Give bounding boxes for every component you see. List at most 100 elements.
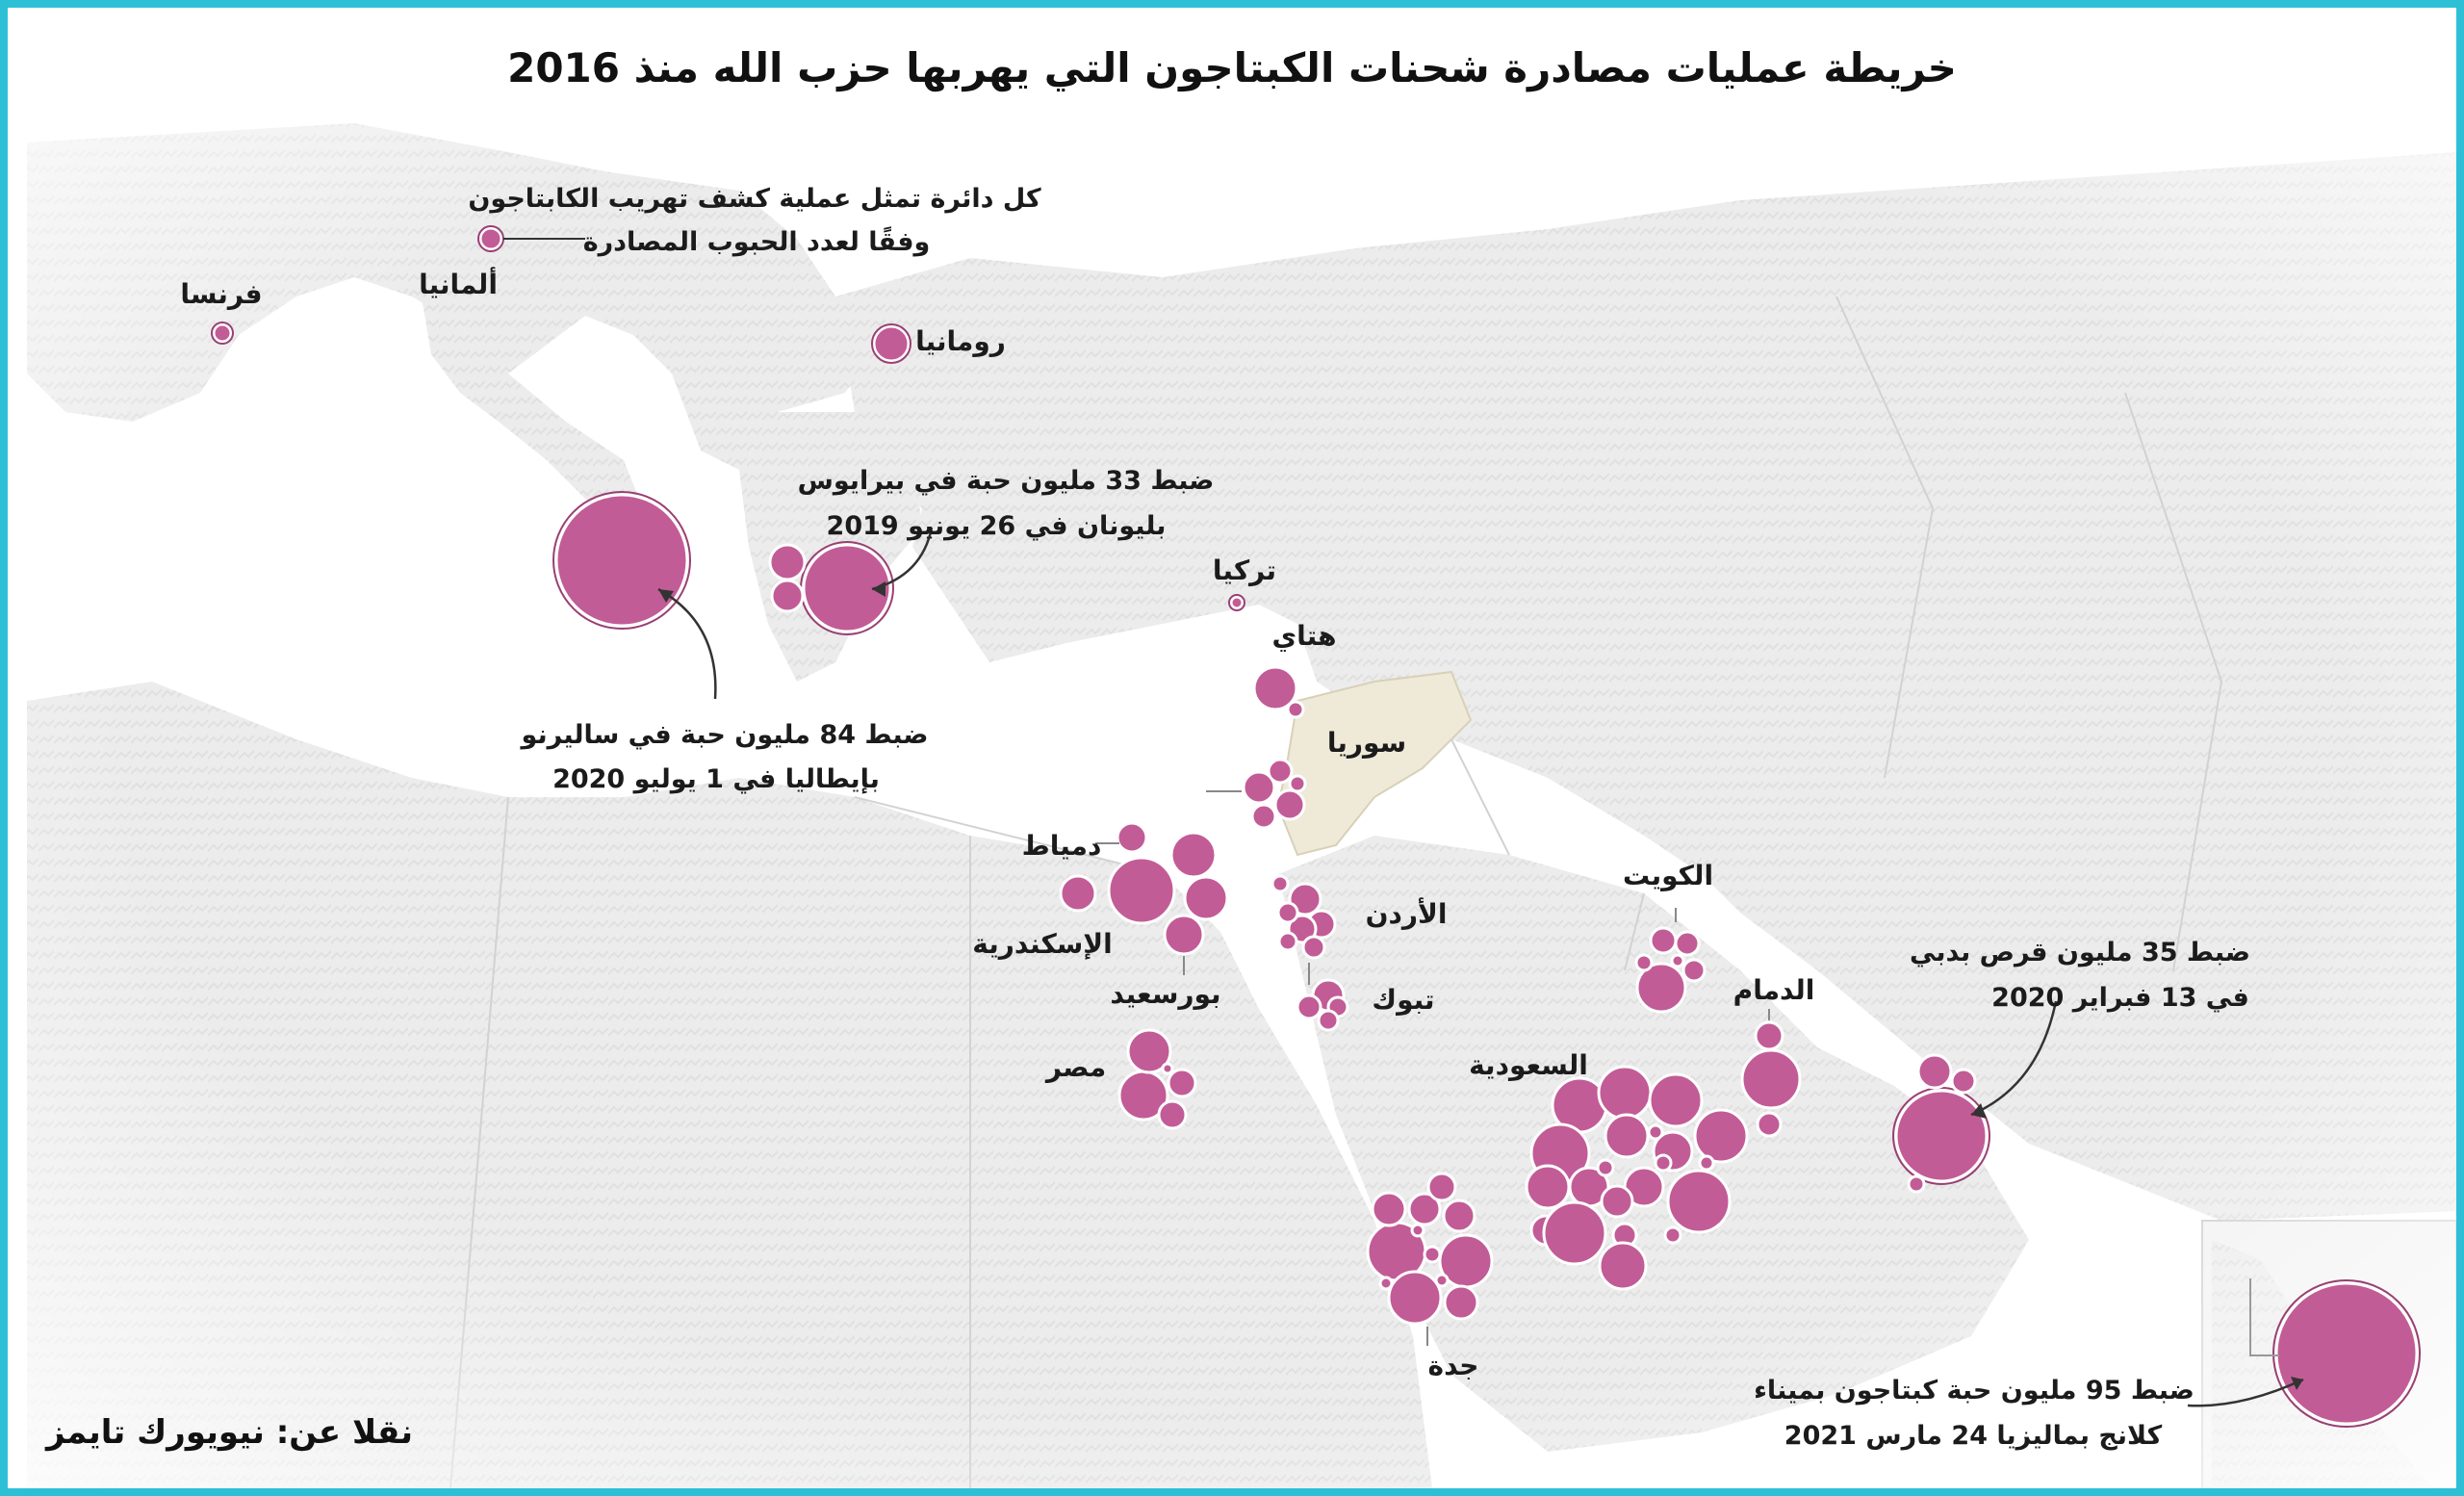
lebanon-cluster xyxy=(1242,758,1307,830)
dubai-note-line2: في 13 فبراير 2020 xyxy=(1991,983,2249,1013)
jeddah-cluster xyxy=(1366,1172,1494,1326)
seizure-ring xyxy=(871,323,911,364)
arrow-head xyxy=(1971,1103,1987,1119)
piraeus-note-line2: بليونان في 26 يونيو 2019 xyxy=(827,511,1167,541)
legend-note-line2: وفقًا لعدد الحبوب المصادرة xyxy=(583,225,931,257)
seizure-circle xyxy=(1267,758,1294,785)
seizure-ring xyxy=(211,322,234,345)
seizure-circle xyxy=(1648,1072,1704,1128)
seizure-ring xyxy=(2272,1279,2421,1428)
dubai-cluster xyxy=(1892,1053,1990,1194)
seizure-circle xyxy=(1407,1192,1442,1226)
saudi-cluster xyxy=(1525,1065,1749,1291)
dubai-leader xyxy=(1970,1000,2058,1117)
seizure-circle xyxy=(1596,1158,1615,1177)
seizure-ring xyxy=(1228,594,1245,611)
seizure-circle xyxy=(1288,774,1307,793)
label-turkey: تركيا xyxy=(1213,555,1276,586)
source-credit: نقلا عن: نيويورك تايمز xyxy=(46,1413,414,1452)
salerno-leader xyxy=(657,587,717,700)
seizure-circle-turkey xyxy=(1229,595,1245,610)
seizure-circle xyxy=(1277,931,1298,952)
seizure-circle xyxy=(1542,1200,1607,1266)
label-jeddah: جدة xyxy=(1428,1350,1479,1381)
seizure-circle xyxy=(1387,1270,1443,1326)
seizure-circle xyxy=(1183,875,1229,921)
seizure-circle xyxy=(1371,1191,1407,1227)
seizure-circle xyxy=(770,579,805,613)
seizure-circle-dubai xyxy=(1894,1089,1989,1183)
label-germany: ألمانيا xyxy=(419,267,498,300)
label-damietta: دمياط xyxy=(1022,830,1102,862)
seizure-circle xyxy=(1157,1099,1188,1130)
seizure-circle-klang xyxy=(2274,1281,2419,1426)
label-saudi: السعودية xyxy=(1469,1049,1588,1081)
seizure-circle xyxy=(1635,962,1687,1014)
legend-sample-circle xyxy=(478,226,503,251)
salerno-note-line2: بإيطاليا في 1 يوليو 2020 xyxy=(552,764,880,794)
seizure-circle xyxy=(1169,831,1218,879)
label-syria: سوريا xyxy=(1327,727,1406,759)
seizure-circle xyxy=(1598,1241,1648,1291)
seizure-circle-piraeus xyxy=(802,543,892,633)
seizure-circle xyxy=(1250,803,1277,830)
label-romania: رومانيا xyxy=(915,325,1006,357)
seizure-circle xyxy=(1674,930,1701,957)
seizure-circle xyxy=(768,543,807,581)
label-port-said: بورسعيد xyxy=(1110,978,1220,1010)
seizure-circle xyxy=(1654,1153,1673,1173)
seizure-circle xyxy=(1525,1164,1571,1210)
seizure-circle xyxy=(1273,788,1306,821)
klang-note-line1: ضبط 95 مليون حبة كبتاجون بميناء xyxy=(1754,1376,2194,1406)
jordan-cluster xyxy=(1270,874,1337,960)
seizure-circle xyxy=(1163,914,1205,956)
seizure-circle xyxy=(1270,874,1290,893)
seizure-circle xyxy=(1434,1273,1450,1288)
seizure-circle xyxy=(1301,935,1326,960)
dammam-cluster xyxy=(1740,1020,1802,1138)
seizure-circle xyxy=(1317,1009,1340,1032)
salerno-note-line1: ضبط 84 مليون حبة في ساليرنو xyxy=(520,720,929,750)
dubai-note-line1: ضبط 35 مليون قرص بدبي xyxy=(1910,938,2250,967)
seizure-circle xyxy=(1276,901,1299,924)
seizure-circle xyxy=(1907,1174,1926,1194)
seizure-circle xyxy=(1126,1028,1172,1074)
seizure-circle-salerno xyxy=(554,493,689,628)
seizure-circle xyxy=(1698,1154,1715,1172)
klang-leader xyxy=(2187,1378,2304,1407)
seizure-circle xyxy=(1161,1062,1174,1075)
seizure-circle xyxy=(1740,1048,1802,1110)
seizure-circle-romania xyxy=(872,324,911,363)
tabuk-cluster xyxy=(1296,978,1349,1032)
seizure-circle xyxy=(1666,1169,1732,1234)
seizure-circle xyxy=(1681,958,1707,983)
seizure-circle xyxy=(1597,1065,1653,1121)
seizure-circle xyxy=(1426,1172,1457,1202)
legend-note-line1: كل دائرة تمثل عملية كشف تهريب الكابتاجون xyxy=(468,184,1041,214)
piraeus-note-line1: ضبط 33 مليون حبة في بيرايوس xyxy=(798,466,1215,496)
seizure-circle xyxy=(1756,1111,1783,1138)
klang-note-line2: كلانج بماليزيا 24 مارس 2021 xyxy=(1784,1421,2163,1451)
seizure-circle xyxy=(1442,1199,1476,1233)
seizure-ring xyxy=(552,491,691,630)
egypt-delta-cluster xyxy=(1059,821,1229,956)
kuwait-cluster xyxy=(1634,926,1707,1014)
seizure-circle-hatay xyxy=(1252,665,1298,711)
seizure-circle xyxy=(1410,1223,1425,1238)
arrow-head xyxy=(658,589,674,603)
arrow-head xyxy=(872,581,886,597)
seizure-circle xyxy=(1443,1284,1479,1321)
seizure-circle xyxy=(1167,1068,1197,1098)
label-jordan: الأردن xyxy=(1366,897,1448,930)
inset-pointer xyxy=(2249,1278,2279,1356)
seizure-circle xyxy=(1693,1108,1749,1164)
label-egypt: مصر xyxy=(1044,1051,1106,1083)
seizure-circle-france xyxy=(212,322,233,344)
seizure-circle xyxy=(1296,993,1322,1020)
seizure-circle xyxy=(1916,1053,1953,1090)
map-title: خريطة عمليات مصادرة شحنات الكبتاجون التي… xyxy=(507,44,1957,91)
map-frame: فرنسا ألمانيا رومانيا تركيا هتاي سوريا د… xyxy=(8,8,2456,1488)
label-alexandria: الإسكندرية xyxy=(972,928,1112,960)
seizure-circle xyxy=(1242,770,1276,805)
seizure-circle xyxy=(1059,874,1097,913)
